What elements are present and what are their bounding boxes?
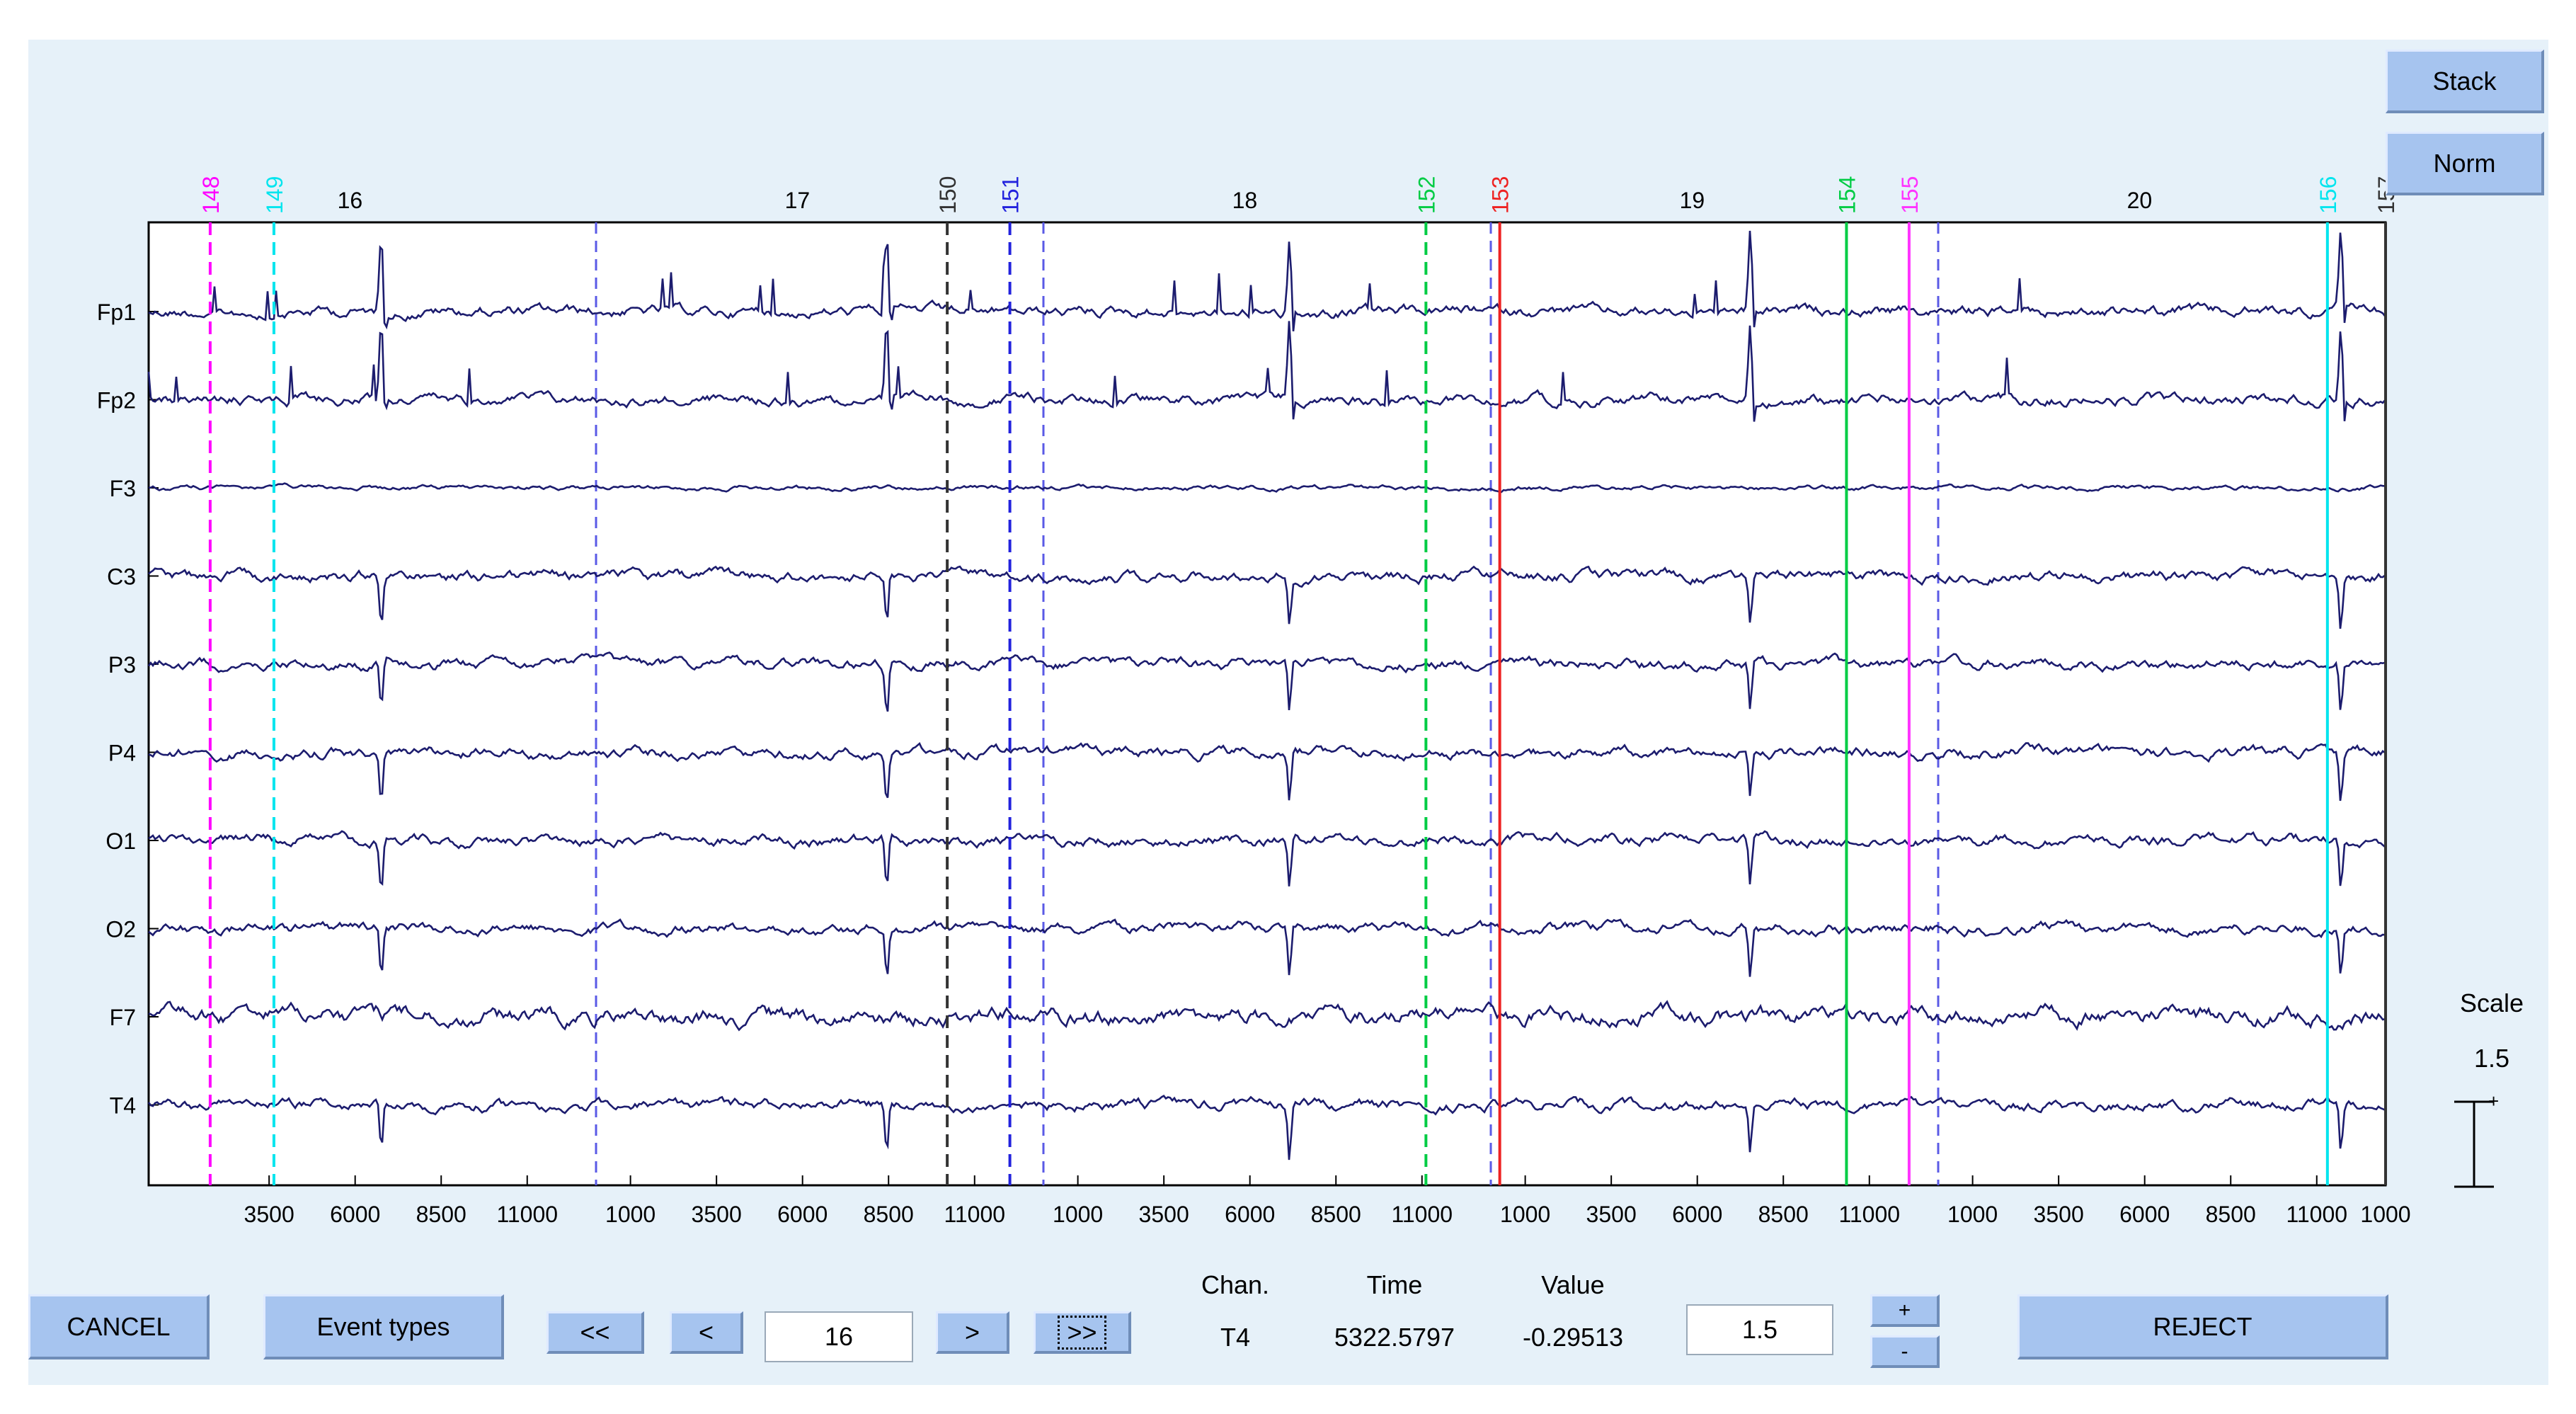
time-header: Time [1366, 1270, 1423, 1299]
event-label-155: 155 [1897, 176, 1923, 214]
channel-label: Fp1 [97, 300, 136, 325]
channel-label: O2 [105, 917, 136, 942]
trace-p4 [148, 741, 2386, 802]
channel-label: F3 [110, 476, 136, 501]
event-label-153: 153 [1488, 176, 1513, 214]
x-tick-label: 3500 [692, 1202, 742, 1227]
trace-f7 [148, 1000, 2386, 1032]
first-epoch-button[interactable]: << [546, 1311, 644, 1354]
epoch-label: 19 [1680, 188, 1705, 213]
chan-value: T4 [1220, 1323, 1250, 1352]
time-value: 5322.5797 [1334, 1323, 1455, 1352]
event-label-149: 149 [262, 176, 287, 214]
trace-fp2 [147, 321, 2386, 422]
x-tick-label: 8500 [416, 1202, 466, 1227]
stack-button[interactable]: Stack [2386, 50, 2544, 113]
event-label-156: 156 [2315, 176, 2341, 214]
epoch-label: 18 [1232, 188, 1258, 213]
channel-label: F7 [110, 1005, 136, 1030]
x-tick-label: 11000 [1838, 1202, 1900, 1227]
trace-t4 [147, 1095, 2386, 1161]
event-label-151: 151 [998, 176, 1024, 214]
x-tick-label: 1000 [1947, 1202, 1998, 1227]
channel-label: C3 [107, 564, 136, 590]
scale-bar-mark: + [2488, 1090, 2499, 1112]
eeg-plot[interactable]: 16 17 18 19 20 3500 6000 8500 11000 1000 3500 6000 8… [28, 40, 2548, 1385]
eeg-scroll-window: 16 17 18 19 20 3500 6000 8500 11000 1000 3500 6000 8… [28, 40, 2548, 1385]
x-tick-label: 6000 [330, 1202, 380, 1227]
scale-plus-button[interactable]: + [1870, 1294, 1940, 1327]
epoch-label: 20 [2127, 188, 2153, 213]
cancel-button[interactable]: CANCEL [28, 1294, 210, 1359]
scale-value: 1.5 [2473, 1044, 2510, 1073]
x-tick-label: 6000 [1225, 1202, 1275, 1227]
channel-label: P4 [108, 741, 136, 766]
trace-o1 [148, 830, 2386, 886]
x-tick-label: 6000 [1672, 1202, 1722, 1227]
x-tick-label: 3500 [1139, 1202, 1189, 1227]
channel-label: P3 [108, 652, 136, 678]
x-tick-label: 1000 [605, 1202, 656, 1227]
x-tick-label: 6000 [777, 1202, 828, 1227]
channel-label: Fp2 [97, 388, 136, 414]
x-tick-label: 11000 [944, 1202, 1005, 1227]
x-tick-label: 11000 [496, 1202, 558, 1227]
x-tick-label: 1000 [1053, 1202, 1103, 1227]
scale-minus-button[interactable]: - [1870, 1335, 1940, 1368]
channel-label: T4 [110, 1093, 136, 1119]
epoch-label: 16 [338, 188, 363, 213]
x-tick-label: 1000 [2360, 1202, 2410, 1227]
trace-fp1 [148, 230, 2386, 331]
chan-header: Chan. [1201, 1270, 1270, 1299]
epoch-input[interactable]: 16 [765, 1311, 913, 1362]
value-header: Value [1541, 1270, 1605, 1299]
channel-label: O1 [105, 828, 136, 854]
next-epoch-button[interactable]: > [936, 1311, 1009, 1354]
trace-f3 [148, 482, 2386, 494]
x-tick-label: 8500 [864, 1202, 914, 1227]
value-value: -0.29513 [1522, 1323, 1624, 1352]
x-tick-label: 6000 [2119, 1202, 2170, 1227]
last-epoch-button[interactable]: >> [1034, 1311, 1131, 1354]
x-tick-label: 1000 [1500, 1202, 1550, 1227]
x-tick-label: 3500 [1586, 1202, 1637, 1227]
event-label-152: 152 [1414, 176, 1439, 214]
x-tick-label: 8500 [1758, 1202, 1809, 1227]
event-types-button[interactable]: Event types [263, 1294, 504, 1359]
last-epoch-label: >> [1058, 1315, 1106, 1350]
x-tick-label: 3500 [2034, 1202, 2084, 1227]
trace-o2 [148, 918, 2386, 977]
prev-epoch-button[interactable]: < [670, 1311, 743, 1354]
x-tick-label: 8500 [2206, 1202, 2256, 1227]
x-tick-label: 11000 [1391, 1202, 1453, 1227]
plot-area [147, 221, 2387, 1187]
trace-p3 [147, 651, 2386, 712]
trace-c3 [148, 565, 2386, 629]
event-label-154: 154 [1834, 176, 1860, 214]
event-label-150: 150 [935, 176, 961, 214]
x-tick-label: 3500 [244, 1202, 294, 1227]
x-tick-label: 8500 [1311, 1202, 1361, 1227]
reject-button[interactable]: REJECT [2017, 1294, 2388, 1359]
epoch-label: 17 [785, 188, 811, 213]
scale-label: Scale [2459, 988, 2524, 1017]
x-tick-label: 11000 [2286, 1202, 2347, 1227]
norm-button[interactable]: Norm [2386, 132, 2544, 195]
scale-input[interactable]: 1.5 [1686, 1304, 1833, 1355]
event-label-148: 148 [198, 176, 224, 214]
